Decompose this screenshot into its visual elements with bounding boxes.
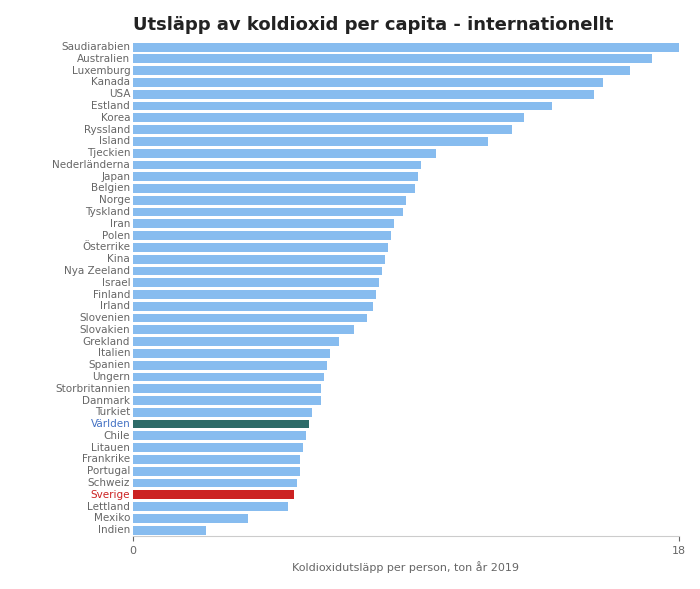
Bar [133, 255, 385, 264]
Bar [133, 43, 682, 52]
Bar [133, 137, 488, 146]
Bar [133, 419, 309, 429]
Bar [133, 90, 594, 99]
Bar [133, 337, 340, 346]
Bar [133, 360, 327, 370]
Bar [133, 243, 388, 252]
Bar [133, 502, 288, 511]
Bar [133, 231, 391, 240]
Bar [133, 325, 354, 335]
Bar [133, 125, 512, 134]
Bar [133, 444, 303, 452]
Bar [133, 466, 300, 476]
Bar [133, 385, 321, 393]
Bar [133, 173, 418, 181]
Text: Utsläpp av koldioxid per capita - internationellt: Utsläpp av koldioxid per capita - intern… [133, 16, 613, 34]
Bar [133, 184, 415, 193]
Bar [133, 220, 394, 229]
Bar [133, 478, 297, 488]
Bar [133, 54, 652, 64]
Bar [133, 514, 248, 523]
Bar [133, 408, 312, 417]
Bar [133, 349, 330, 358]
Bar [133, 279, 379, 287]
Bar [133, 114, 524, 123]
Bar [133, 267, 382, 276]
Bar [133, 102, 552, 111]
Bar [133, 455, 300, 464]
Bar [133, 208, 403, 217]
Bar [133, 490, 294, 499]
Bar [133, 526, 206, 535]
Bar [133, 78, 603, 87]
Bar [133, 302, 372, 311]
Bar [133, 396, 321, 405]
Bar [133, 431, 306, 441]
X-axis label: Koldioxidutsläpp per person, ton år 2019: Koldioxidutsläpp per person, ton år 2019 [293, 561, 519, 573]
Bar [133, 66, 631, 75]
Bar [133, 373, 324, 382]
Bar [133, 290, 376, 299]
Bar [133, 149, 436, 158]
Bar [133, 196, 406, 205]
Bar [133, 314, 367, 323]
Bar [133, 161, 421, 170]
